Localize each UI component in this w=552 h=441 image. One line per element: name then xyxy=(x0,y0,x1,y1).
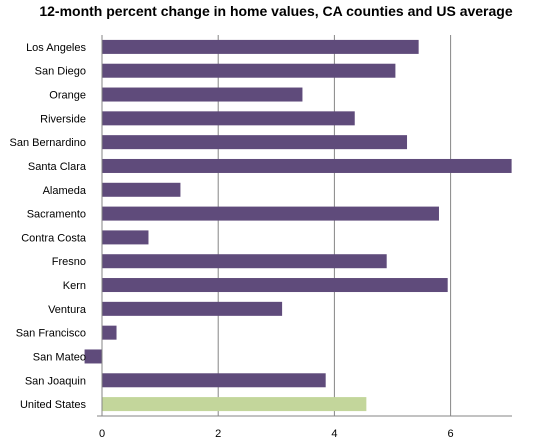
bar-contra-costa xyxy=(102,230,149,245)
bar-sacramento xyxy=(102,206,439,221)
x-tick-labels: 0 2 4 6 xyxy=(99,428,454,440)
category-label-san-joaquin: San Joaquin xyxy=(25,375,86,387)
chart-title: 12-month percent change in home values, … xyxy=(39,3,513,19)
x-tick-label-0: 0 xyxy=(99,428,105,440)
bar-kern xyxy=(102,278,448,293)
category-label-orange: Orange xyxy=(49,90,86,102)
category-label-fresno: Fresno xyxy=(52,256,86,268)
bar-orange xyxy=(102,87,303,102)
bar-san-mateo xyxy=(84,349,102,364)
category-labels: Los Angeles San Diego Orange Riverside San B… xyxy=(10,42,87,411)
bar-alameda xyxy=(102,182,181,197)
bar-san-bernardino xyxy=(102,135,408,150)
bar-los-angeles xyxy=(102,39,419,54)
axes xyxy=(97,35,512,417)
category-label-riverside: Riverside xyxy=(40,113,86,125)
category-label-sacramento: Sacramento xyxy=(27,209,86,221)
category-label-kern: Kern xyxy=(63,280,86,292)
category-label-san-francisco: San Francisco xyxy=(16,328,86,340)
bar-united-states xyxy=(102,397,367,412)
bar-san-joaquin xyxy=(102,373,326,388)
category-label-contra-costa: Contra Costa xyxy=(21,232,87,244)
category-label-san-diego: San Diego xyxy=(35,66,86,78)
category-label-los-angeles: Los Angeles xyxy=(26,42,86,54)
bar-riverside xyxy=(102,111,355,126)
x-tick-label-4: 4 xyxy=(331,428,337,440)
bars xyxy=(84,39,512,412)
bar-fresno xyxy=(102,254,387,269)
x-tick-label-6: 6 xyxy=(448,428,454,440)
category-label-san-bernardino: San Bernardino xyxy=(10,137,86,149)
category-label-ventura: Ventura xyxy=(48,304,87,316)
x-tick-label-2: 2 xyxy=(215,428,221,440)
category-label-santa-clara: Santa Clara xyxy=(28,161,87,173)
category-label-san-mateo: San Mateo xyxy=(33,351,86,363)
category-label-alameda: Alameda xyxy=(43,185,87,197)
bar-santa-clara xyxy=(102,158,512,173)
bar-san-francisco xyxy=(102,325,117,340)
category-label-united-states: United States xyxy=(20,399,87,411)
bar-ventura xyxy=(102,301,283,316)
bar-san-diego xyxy=(102,63,396,78)
